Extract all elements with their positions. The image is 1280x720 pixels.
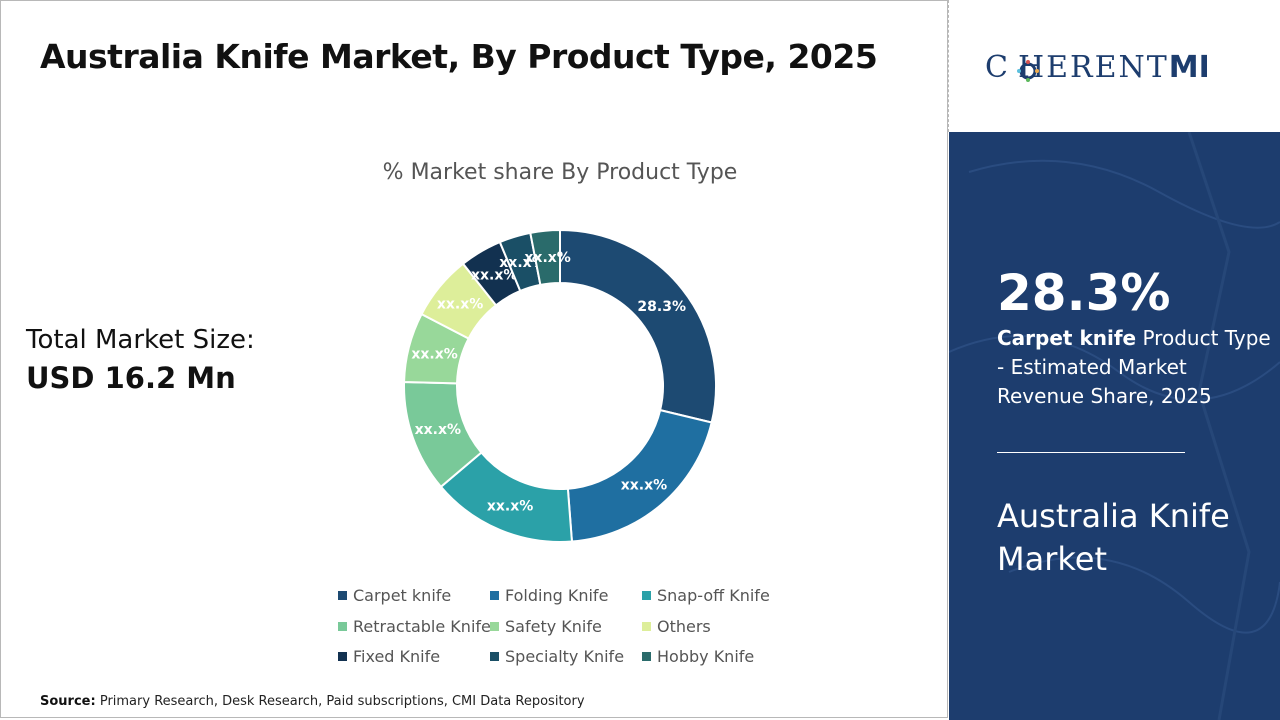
legend-swatch	[642, 591, 651, 600]
logo-gear-icon	[1017, 60, 1039, 82]
legend-label: Fixed Knife	[353, 647, 441, 666]
donut-label-others: xx.x%	[437, 297, 483, 313]
source-label: Source:	[40, 694, 96, 709]
donut-slice-carpet-knife	[559, 228, 717, 424]
donut-label-specialty-knife: xx.x%	[499, 255, 545, 271]
chart-frame	[0, 0, 948, 718]
legend-label: Specialty Knife	[505, 647, 625, 666]
panel-rule	[997, 452, 1185, 453]
legend-swatch	[642, 622, 651, 631]
total-market-value: USD 16.2 Mn	[26, 361, 236, 395]
legend-item-fixed-knife: Fixed Knife	[338, 647, 440, 666]
highlight-desc-text: Product Type - Estimated Market Revenue …	[997, 326, 1271, 408]
legend-label: Others	[657, 617, 711, 636]
legend-swatch	[490, 622, 499, 631]
legend-item-safety-knife: Safety Knife	[490, 617, 602, 636]
donut-label-hobby-knife: xx.x%	[524, 250, 570, 266]
map-background	[949, 132, 1280, 720]
logo-suffix: MI	[1168, 50, 1210, 85]
legend-item-specialty-knife: Specialty Knife	[490, 647, 624, 666]
chart-title: % Market share By Product Type	[382, 160, 738, 185]
legend-label: Folding Knife	[505, 586, 609, 605]
legend-label: Safety Knife	[505, 617, 602, 636]
legend-item-carpet-knife: Carpet knife	[338, 586, 451, 605]
highlight-description: Carpet knife Product Type - Estimated Ma…	[997, 324, 1277, 411]
page-title: Australia Knife Market, By Product Type,…	[40, 37, 878, 76]
legend-label: Snap-off Knife	[657, 586, 770, 605]
donut-slice-hobby-knife	[529, 228, 561, 287]
donut-chart: 28.3%xx.x%xx.x%xx.x%xx.x%xx.x%xx.x%xx.x%…	[403, 228, 717, 543]
source-text: Primary Research, Desk Research, Paid su…	[99, 694, 585, 709]
legend-label: Hobby Knife	[657, 647, 755, 666]
donut-label-snap-off-knife: xx.x%	[487, 498, 533, 514]
legend-swatch	[338, 652, 347, 661]
legend-swatch	[338, 591, 347, 600]
legend-item-folding-knife: Folding Knife	[490, 586, 608, 605]
donut-label-fixed-knife: xx.x%	[471, 267, 517, 283]
highlight-value: 28.3%	[997, 264, 1171, 322]
legend-label: Carpet knife	[353, 586, 452, 605]
panel-divider	[948, 0, 949, 132]
brand-logo: C HERENTMI	[985, 50, 1245, 90]
legend-swatch	[338, 622, 347, 631]
donut-label-safety-knife: xx.x%	[411, 347, 457, 363]
total-market-label: Total Market Size:	[26, 325, 255, 355]
legend-item-retractable-knife: Retractable Knife	[338, 617, 491, 636]
highlight-segment: Carpet knife	[997, 326, 1137, 350]
highlight-panel: 28.3% Carpet knife Product Type - Estima…	[949, 132, 1280, 720]
legend-item-snap-off-knife: Snap-off Knife	[642, 586, 770, 605]
logo-text: C HERENT	[985, 50, 1169, 85]
source-note: Source: Primary Research, Desk Research,…	[40, 694, 585, 709]
legend-label: Retractable Knife	[353, 617, 491, 636]
legend-item-others: Others	[642, 617, 711, 636]
donut-label-retractable-knife: xx.x%	[415, 422, 461, 438]
legend-swatch	[642, 652, 651, 661]
donut-label-folding-knife: xx.x%	[621, 478, 667, 494]
donut-slice-folding-knife	[566, 408, 713, 543]
legend-item-hobby-knife: Hobby Knife	[642, 647, 754, 666]
legend-swatch	[490, 591, 499, 600]
highlight-market-name: Australia Knife Market	[997, 497, 1230, 578]
donut-label-carpet-knife: 28.3%	[637, 299, 686, 315]
legend-swatch	[490, 652, 499, 661]
